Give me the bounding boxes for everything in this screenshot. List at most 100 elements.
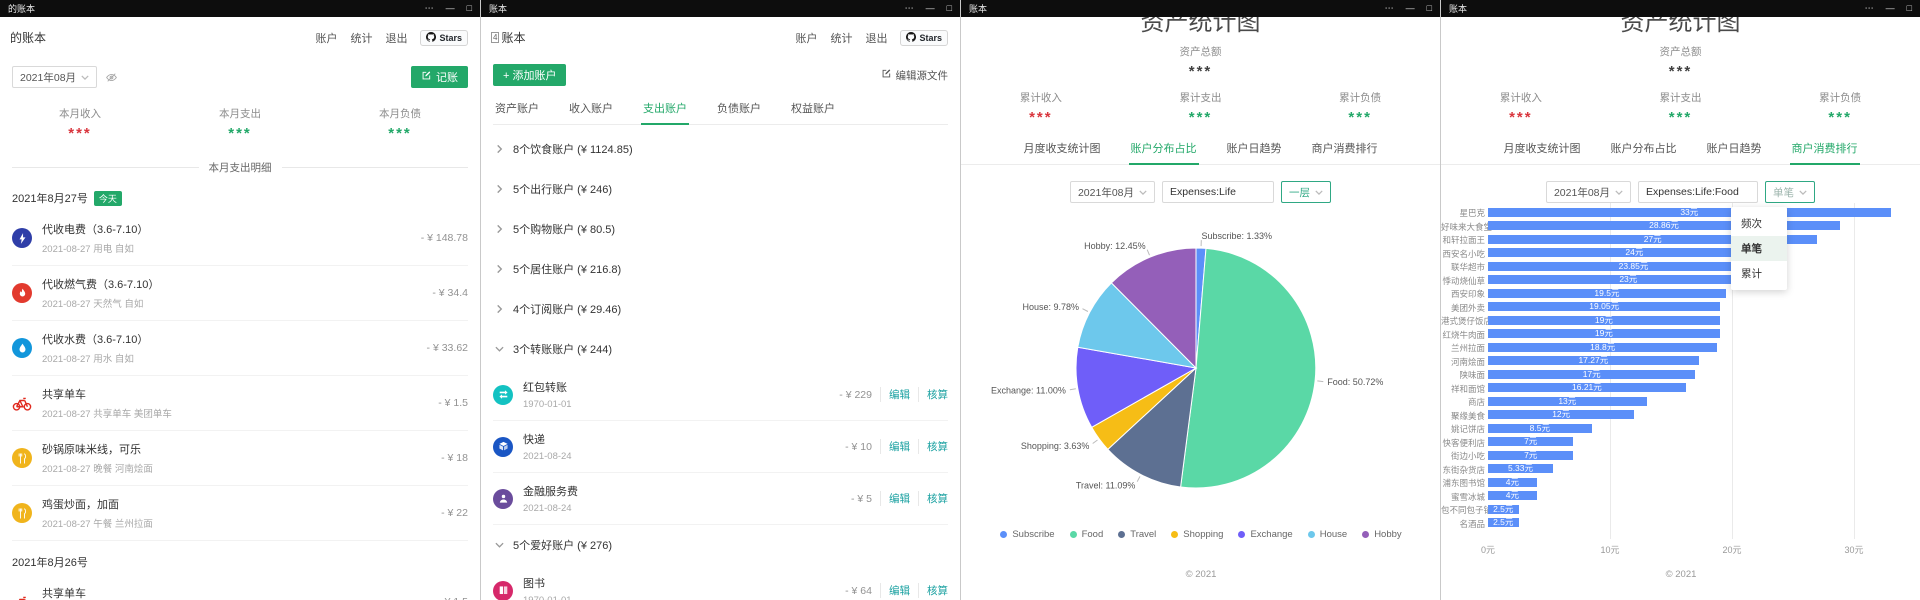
more-icon[interactable]: ⋯ — [904, 3, 914, 13]
minimize-icon[interactable]: — — [1885, 3, 1895, 13]
account-action-check[interactable]: 核算 — [918, 387, 948, 402]
x-axis-tick: 10元 — [1600, 545, 1620, 555]
account-action-check[interactable]: 核算 — [918, 583, 948, 598]
account-action-check[interactable]: 核算 — [918, 491, 948, 506]
add-account-button[interactable]: + 添加账户 — [493, 64, 567, 86]
tab-3[interactable]: 商户消费排行 — [1311, 143, 1378, 155]
account-group-header[interactable]: 5个出行账户 (¥ 246) — [493, 169, 948, 209]
legend-item-travel[interactable]: Travel — [1118, 529, 1156, 540]
legend-item-food[interactable]: Food — [1069, 529, 1103, 540]
legend-item-hobby[interactable]: Hobby — [1362, 529, 1402, 540]
pie-slice-label: House: 9.78% — [1022, 302, 1079, 312]
drop-icon — [12, 338, 32, 358]
tab-2[interactable]: 支出账户 — [641, 100, 689, 125]
legend-item-subscribe[interactable]: Subscribe — [1000, 529, 1055, 540]
account-texts: 金融服务费 2021-08-24 — [523, 483, 578, 514]
github-icon — [906, 31, 917, 44]
tab-0[interactable]: 月度收支统计图 — [1503, 143, 1581, 155]
dropdown-option-累计[interactable]: 累计 — [1741, 268, 1762, 280]
maximize-icon[interactable]: □ — [1906, 3, 1912, 13]
tab-4[interactable]: 权益账户 — [791, 103, 835, 115]
nav-link-2[interactable]: 退出 — [385, 32, 408, 45]
account-action-check[interactable]: 核算 — [918, 439, 948, 454]
bar-category-label: 港式煲仔饭店 — [1441, 316, 1493, 327]
level-select[interactable]: 一层 — [1281, 181, 1332, 203]
account-action-edit[interactable]: 编辑 — [880, 387, 910, 402]
tab-0[interactable]: 月度收支统计图 — [1023, 143, 1101, 155]
maximize-icon[interactable]: □ — [466, 3, 472, 13]
nav-link-1[interactable]: 统计 — [830, 32, 853, 45]
tab-3[interactable]: 商户消费排行 — [1789, 140, 1860, 165]
asset-total-label: 资产总额 — [1659, 46, 1702, 58]
tab-2[interactable]: 账户日趋势 — [1706, 143, 1762, 155]
more-icon[interactable]: ⋯ — [1864, 3, 1874, 13]
page-big-title: 资产统计图 — [1620, 17, 1741, 36]
minimize-icon[interactable]: — — [1405, 3, 1415, 13]
account-group-header[interactable]: 8个饮食账户 (¥ 1124.85) — [493, 129, 948, 169]
tab-1[interactable]: 收入账户 — [569, 103, 613, 115]
nav-link-2[interactable]: 退出 — [865, 32, 888, 45]
more-icon[interactable]: ⋯ — [424, 3, 434, 13]
more-icon[interactable]: ⋯ — [1384, 3, 1394, 13]
transaction-row: 代收水费（3.6-7.10） 2021-08-27 用水 自如 - ¥ 33.62 — [12, 321, 468, 376]
account-group-header[interactable]: 5个爱好账户 (¥ 276) — [493, 525, 948, 565]
account-group-header[interactable]: 5个购物账户 (¥ 80.5) — [493, 209, 948, 249]
account-filter-input[interactable] — [1638, 181, 1759, 203]
account-right: - ¥ 10 编辑 核算 — [845, 439, 948, 454]
maximize-icon[interactable]: □ — [1426, 3, 1432, 13]
account-group-header[interactable]: 4个订阅账户 (¥ 29.46) — [493, 289, 948, 329]
pie-label-line — [1092, 439, 1098, 444]
github-stars-button[interactable]: Stars — [900, 29, 948, 46]
account-filter-input[interactable] — [1162, 181, 1275, 203]
minimize-icon[interactable]: — — [925, 3, 935, 13]
stat-column: 累计负债 *** — [1280, 90, 1440, 125]
legend-item-exchange[interactable]: Exchange — [1238, 529, 1293, 540]
bar-value-label: 19.05元 — [1589, 301, 1620, 312]
edit-source-button[interactable]: 编辑源文件 — [881, 68, 948, 83]
record-button[interactable]: 记账 — [411, 66, 468, 88]
github-stars-button[interactable]: Stars — [420, 29, 468, 46]
bar-category-label: 名酒品 — [1459, 518, 1485, 529]
stat-column: 累计支出 *** — [1121, 90, 1281, 125]
dropdown-option-单笔[interactable]: 单笔 — [1731, 236, 1787, 261]
transaction-amount: - ¥ 22 — [441, 507, 468, 519]
dropdown-option-频次[interactable]: 频次 — [1741, 218, 1762, 230]
eye-off-icon[interactable] — [105, 71, 118, 84]
stat-label: 累计负债 — [1339, 92, 1382, 104]
account-action-edit[interactable]: 编辑 — [880, 491, 910, 506]
legend-item-house[interactable]: House — [1307, 529, 1347, 540]
account-row: 快递 2021-08-24 - ¥ 10 编辑 核算 — [493, 421, 948, 473]
account-action-edit[interactable]: 编辑 — [880, 583, 910, 598]
stat-value: *** — [1029, 109, 1053, 126]
nav-link-0[interactable]: 账户 — [795, 32, 818, 45]
month-select[interactable]: 2021年08月 — [1545, 181, 1632, 203]
bar — [1488, 234, 1818, 244]
bar-value-label: 23.85元 — [1618, 260, 1649, 271]
account-group-label: 5个出行账户 (¥ 246) — [513, 184, 613, 196]
x-axis-tick: 30元 — [1844, 545, 1864, 555]
copyright: © 2021 — [1665, 569, 1697, 580]
bar-value-label: 23元 — [1619, 274, 1638, 285]
stat-label: 累计收入 — [1499, 92, 1542, 104]
minimize-icon[interactable]: — — [445, 3, 455, 13]
tab-2[interactable]: 账户日趋势 — [1226, 143, 1282, 155]
tab-1[interactable]: 账户分布占比 — [1128, 140, 1199, 165]
tab-3[interactable]: 负债账户 — [717, 103, 761, 115]
bar-value-label: 4元 — [1505, 476, 1520, 487]
account-group-header[interactable]: 5个居住账户 (¥ 216.8) — [493, 249, 948, 289]
mode-select[interactable]: 单笔 — [1765, 181, 1816, 203]
month-select[interactable]: 2021年08月 — [1069, 181, 1156, 203]
window-titlebar: 账本 ⋯ — □ — [1441, 0, 1920, 17]
nav-link-0[interactable]: 账户 — [315, 32, 338, 45]
account-title: 红包转账 — [523, 382, 567, 394]
month-select[interactable]: 2021年08月 — [12, 66, 98, 88]
legend-item-shopping[interactable]: Shopping — [1171, 529, 1223, 540]
tab-0[interactable]: 资产账户 — [495, 103, 539, 115]
maximize-icon[interactable]: □ — [946, 3, 952, 13]
account-action-edit[interactable]: 编辑 — [880, 439, 910, 454]
tab-1[interactable]: 账户分布占比 — [1610, 143, 1677, 155]
bar-category-label: 浦东图书馆 — [1442, 478, 1485, 489]
nav-link-1[interactable]: 统计 — [350, 32, 373, 45]
account-group-header[interactable]: 3个转账账户 (¥ 244) — [493, 329, 948, 369]
